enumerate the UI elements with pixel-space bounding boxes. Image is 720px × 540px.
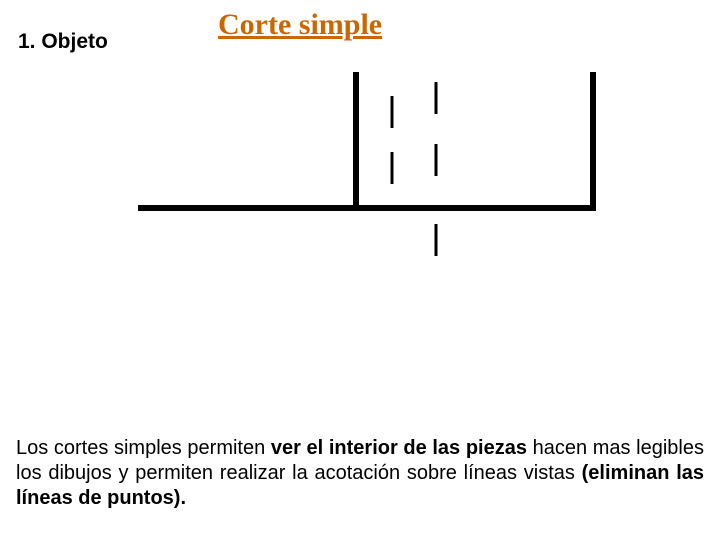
body-text-span: Los cortes simples permiten: [16, 437, 271, 459]
body-bold-span: ver el interior de las piezas: [271, 437, 527, 459]
body-paragraph: Los cortes simples permiten ver el inter…: [16, 436, 704, 511]
section-heading: 1. Objeto: [18, 30, 108, 54]
technical-drawing: [138, 72, 596, 304]
slide-title: Corte simple: [218, 8, 382, 42]
